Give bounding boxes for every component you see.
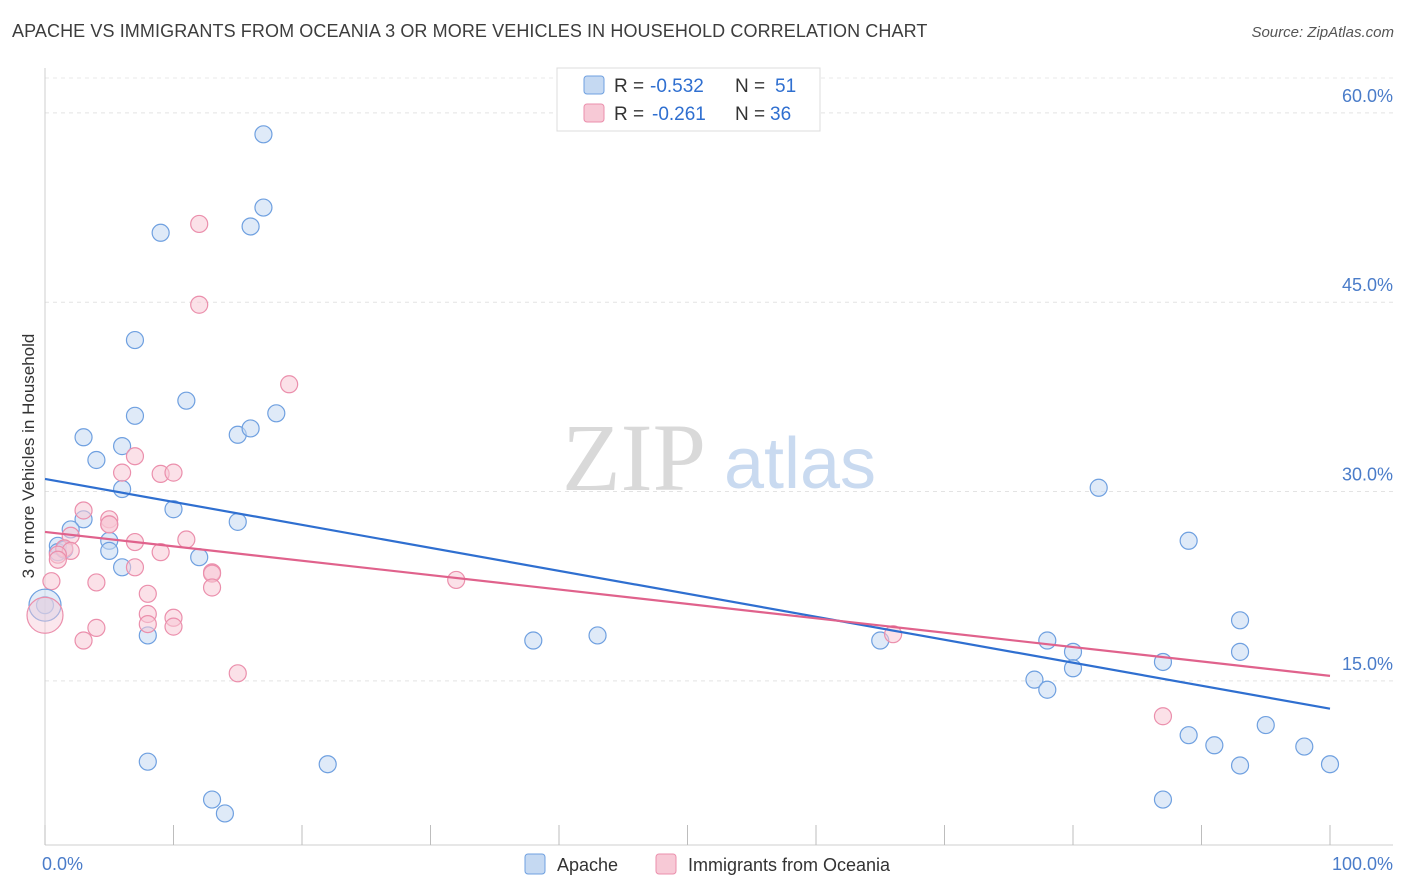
point-apache	[1025, 670, 1044, 689]
legend-n-label-oceania: N =	[735, 104, 765, 125]
legend-n-oceania: 36	[770, 104, 791, 125]
legend-r-oceania: -0.261	[652, 104, 706, 125]
stats-legend: R = -0.532 N = 51 R = -0.261 N = 36	[556, 67, 821, 132]
point-oceania	[100, 515, 119, 534]
point-apache	[1179, 531, 1198, 550]
point-apache	[87, 450, 106, 470]
y-tick-label: 60.0%	[1342, 86, 1393, 106]
point-apache	[241, 419, 260, 438]
point-oceania	[202, 578, 222, 597]
legend-swatch-apache	[583, 75, 605, 95]
legend-swatch-oceania	[583, 103, 605, 123]
point-oceania	[1153, 707, 1173, 726]
trend-lines	[44, 477, 1331, 710]
point-apache-large	[28, 588, 62, 622]
point-apache	[254, 125, 273, 144]
point-apache	[164, 500, 183, 519]
point-apache	[1179, 726, 1198, 745]
y-tick-label: 30.0%	[1342, 465, 1393, 485]
point-oceania	[74, 501, 93, 520]
bottom-legend-apache: Apache	[557, 855, 618, 875]
point-apache	[151, 223, 170, 242]
x-tick-label-min: 0.0%	[42, 854, 83, 874]
bottom-legend-oceania: Immigrants from Oceania	[688, 855, 891, 875]
point-apache	[1153, 790, 1173, 809]
point-oceania	[177, 530, 196, 549]
point-oceania	[87, 618, 106, 637]
point-apache	[215, 804, 234, 823]
point-apache	[1230, 756, 1250, 775]
watermark-atlas: atlas	[724, 424, 876, 504]
y-tick-label: 45.0%	[1342, 275, 1393, 295]
bottom-legend-swatch-apache	[524, 853, 546, 875]
point-apache	[125, 330, 145, 350]
point-apache	[1230, 611, 1250, 630]
point-oceania	[87, 573, 106, 592]
legend-r-label-apache: R =	[614, 76, 644, 97]
point-oceania	[125, 447, 145, 466]
point-apache	[1295, 737, 1314, 756]
point-oceania	[74, 631, 93, 650]
legend-r-apache: -0.532	[650, 76, 704, 97]
watermark: ZIP atlas	[562, 404, 876, 511]
point-apache	[112, 437, 132, 456]
point-oceania	[280, 375, 299, 394]
y-tick-label: 15.0%	[1342, 654, 1393, 674]
point-apache	[241, 217, 260, 236]
point-oceania	[42, 572, 61, 591]
source-label: Source: ZipAtlas.com	[1251, 24, 1394, 41]
point-oceania	[138, 614, 157, 634]
series-legend: Apache Immigrants from Oceania	[524, 853, 891, 875]
legend-n-label-apache: N =	[735, 76, 765, 97]
point-oceania	[138, 584, 157, 603]
point-oceania	[151, 543, 170, 562]
point-apache	[588, 626, 607, 645]
bottom-legend-swatch-oceania	[655, 853, 677, 875]
point-apache	[1256, 715, 1275, 735]
x-tick-label-max: 100.0%	[1332, 854, 1393, 874]
point-apache	[190, 548, 209, 567]
point-apache	[138, 752, 157, 771]
point-apache	[1320, 755, 1340, 774]
point-apache	[1205, 736, 1224, 755]
axes	[44, 68, 1393, 846]
point-apache	[1089, 478, 1108, 497]
point-oceania	[190, 214, 209, 234]
point-oceania	[190, 295, 209, 314]
point-apache	[74, 428, 93, 447]
point-oceania	[164, 463, 183, 482]
point-apache	[1230, 642, 1250, 661]
point-oceania	[125, 558, 145, 577]
point-apache	[1038, 631, 1057, 650]
y-axis-label: 3 or more Vehicles in Household	[19, 334, 38, 579]
legend-n-apache: 51	[775, 76, 796, 97]
trend-line-apache	[44, 477, 1331, 710]
point-apache	[177, 391, 196, 410]
point-apache	[524, 631, 543, 650]
trend-line-oceania	[44, 530, 1331, 677]
point-apache	[125, 406, 145, 425]
watermark-zip: ZIP	[562, 404, 706, 511]
point-apache	[318, 755, 337, 774]
point-oceania	[228, 664, 247, 683]
y-tick-labels: 15.0% 30.0% 45.0% 60.0%	[1342, 86, 1393, 674]
point-apache	[228, 512, 247, 531]
point-apache	[100, 541, 119, 560]
x-tick-labels: 0.0% 100.0%	[42, 854, 1393, 874]
point-oceania-large	[26, 596, 64, 634]
point-apache	[1038, 680, 1057, 699]
point-oceania	[48, 550, 67, 569]
point-apache	[254, 198, 273, 217]
point-oceania	[112, 463, 132, 482]
data-points	[26, 125, 1340, 823]
point-apache	[202, 790, 222, 809]
gridlines	[45, 77, 1393, 682]
chart-title: APACHE VS IMMIGRANTS FROM OCEANIA 3 OR M…	[12, 21, 928, 41]
point-apache	[112, 479, 132, 499]
point-oceania	[164, 617, 183, 636]
point-oceania	[447, 570, 466, 590]
point-apache	[267, 404, 286, 423]
legend-r-label-oceania: R =	[614, 104, 644, 125]
